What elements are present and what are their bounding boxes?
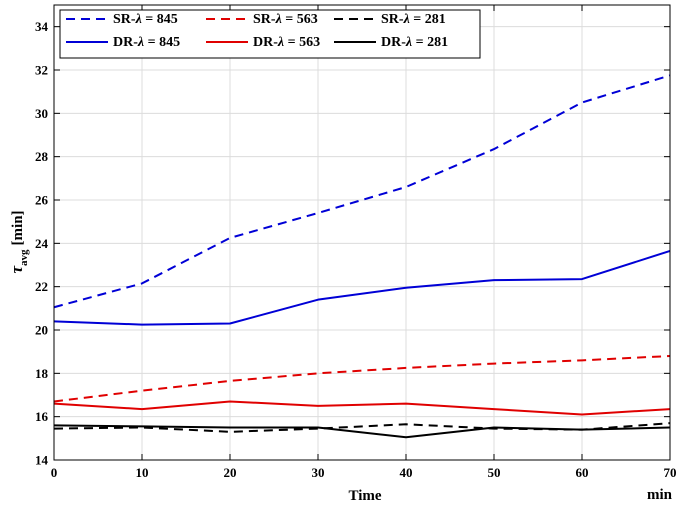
y-tick-label: 20 [35, 323, 48, 338]
legend-box [59, 9, 481, 59]
x-tick-label: 20 [224, 465, 237, 480]
y-tick-label: 16 [35, 409, 49, 424]
axis-ticks: 0 10 20 30 40 50 60 70 14 16 18 20 22 24 26 28 30 32 34 [35, 5, 676, 480]
svg-text:τavg[min]: τavg [min] [7, 210, 30, 273]
legend-entry: DR-λ = 281 [381, 35, 448, 50]
series-line-sr-845 [53, 74, 671, 309]
x-tick-label: 0 [51, 465, 58, 480]
series-line-sr-563 [53, 355, 671, 403]
series-line-dr-563 [53, 400, 671, 416]
y-tick-label: 32 [35, 63, 48, 78]
y-tick-label: 18 [35, 366, 49, 381]
grid-lines [53, 5, 671, 461]
x-tick-label: 40 [400, 465, 413, 480]
y-tick-label: 26 [35, 193, 49, 208]
series-line-dr-845 [53, 249, 671, 326]
x-axis-unit: min [647, 487, 673, 503]
x-tick-label: 10 [136, 465, 149, 480]
y-axis-subscript: avg [18, 249, 30, 266]
y-tick-label: 30 [35, 106, 48, 121]
x-tick-label: 70 [664, 465, 676, 480]
x-axis-label: Time [348, 488, 381, 504]
legend-entry: SR-λ = 563 [253, 12, 318, 27]
plot-frame [53, 4, 671, 461]
y-axis-label: τavg [min] [7, 210, 30, 273]
y-axis-symbol: τ [7, 266, 26, 274]
x-tick-label: 60 [576, 465, 589, 480]
y-tick-label: 28 [35, 149, 49, 164]
y-tick-label: 14 [35, 453, 49, 468]
y-tick-label: 24 [35, 236, 49, 251]
legend-entry: SR-λ = 845 [113, 12, 178, 27]
series-line-dr-281 [53, 424, 671, 439]
series-lines [53, 74, 671, 439]
x-tick-label: 50 [488, 465, 501, 480]
legend: SR-λ = 845 SR-λ = 563 SR-λ = 281 DR-λ = 845… [59, 9, 481, 59]
legend-entry: DR-λ = 845 [113, 35, 180, 50]
y-tick-label: 22 [35, 279, 48, 294]
legend-entry: SR-λ = 281 [381, 12, 446, 27]
legend-entry: DR-λ = 563 [253, 35, 320, 50]
x-tick-label: 30 [312, 465, 325, 480]
y-tick-label: 34 [35, 19, 49, 34]
y-axis-unit: [min] [10, 210, 26, 245]
